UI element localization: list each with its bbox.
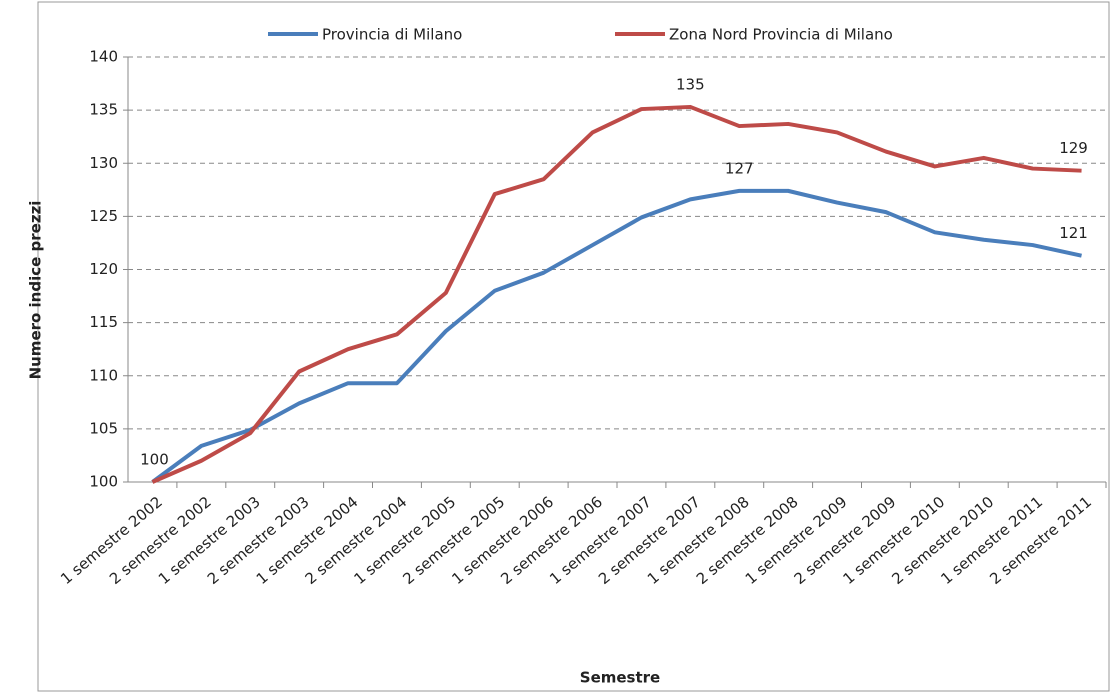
y-tick-label: 105: [89, 419, 118, 437]
x-axis-title: Semestre: [580, 669, 660, 687]
y-tick-label: 130: [89, 154, 118, 172]
series-line: [151, 188, 1082, 484]
y-axis-title: Numero indice prezzi: [27, 201, 45, 380]
y-tick-label: 135: [89, 101, 118, 119]
series-line: [151, 104, 1082, 484]
y-tick-label: 125: [89, 207, 118, 225]
data-label: 127: [725, 159, 754, 177]
y-tick-label: 110: [89, 366, 118, 384]
y-tick-label: 140: [89, 48, 118, 66]
y-tick-label: 100: [89, 473, 118, 491]
data-label: 100: [140, 451, 169, 469]
data-label: 129: [1059, 139, 1088, 157]
legend-label: Zona Nord Provincia di Milano: [669, 26, 893, 44]
data-label: 135: [676, 75, 705, 93]
data-label: 121: [1059, 224, 1088, 242]
legend-label: Provincia di Milano: [322, 26, 462, 44]
y-tick-label: 120: [89, 260, 118, 278]
y-tick-label: 115: [89, 313, 118, 331]
chart-frame: [37, 1, 1110, 692]
